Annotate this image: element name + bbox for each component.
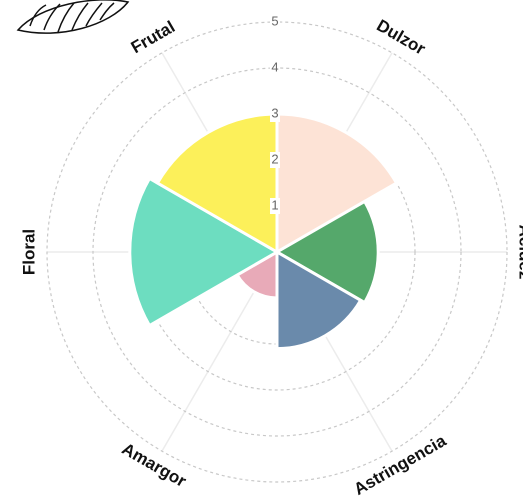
tick-bg [270, 198, 280, 214]
tick-bg [270, 152, 280, 168]
sector [275, 112, 399, 255]
y-tick-label: 5 [271, 13, 278, 28]
grid-circle [46, 21, 508, 483]
y-tick-label: 2 [271, 151, 278, 166]
y-tick-label: 4 [271, 59, 278, 74]
category-label: Amargor [119, 439, 190, 491]
tick-bg [270, 14, 280, 30]
category-label: Frutal [128, 17, 178, 57]
tick-bg [270, 60, 280, 76]
y-tick-label: 3 [271, 105, 278, 120]
sector [128, 176, 281, 328]
category-label: Acidez [516, 225, 523, 280]
y-tick-label: 1 [271, 197, 278, 212]
sector [155, 112, 279, 255]
sector [273, 199, 380, 305]
sector [275, 249, 363, 351]
cacao-icon [16, 0, 130, 34]
tick-bg [270, 106, 280, 122]
category-label: Dulzor [373, 16, 429, 59]
category-label: Floral [19, 229, 38, 275]
